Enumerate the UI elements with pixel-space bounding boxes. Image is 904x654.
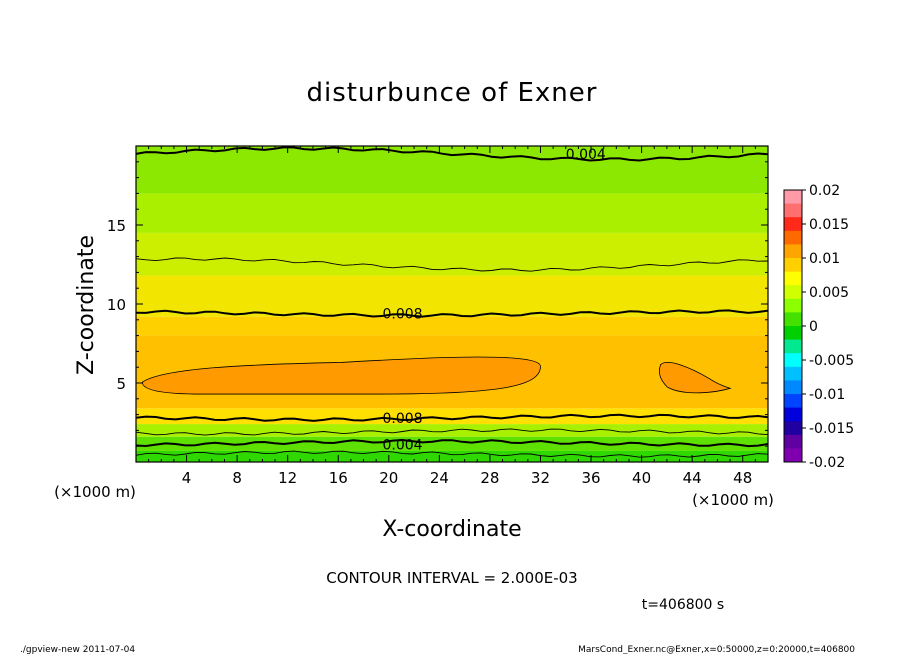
contour-label-2: 0.008 [382,411,422,427]
y-axis-title: Z-coordinate [74,235,99,375]
colorbar-band-17 [784,421,802,436]
contour-line-6 [135,450,769,458]
x-tick-label: 24 [430,469,449,487]
colorbar-band-3 [784,230,802,245]
time-text: t=406800 s [642,597,724,613]
colorbar-band-6 [784,271,802,286]
colorbar-band-4 [784,244,802,259]
field-band-6 [136,275,768,317]
colorbar-label: -0.02 [809,455,845,471]
x-unit-right: (×1000 m) [692,491,774,509]
x-tick-label: 12 [278,469,297,487]
contour-line-1 [135,257,769,272]
chart-title: disturbunce of Exner [307,78,598,108]
field-band-1 [136,436,768,451]
x-tick-label: 16 [329,469,348,487]
colorbar-band-5 [784,258,802,273]
maximum-region-0 [141,356,541,395]
contour-interval-text: CONTOUR INTERVAL = 2.000E-03 [326,569,577,587]
colorbar-label: -0.005 [809,353,854,369]
maxima-regions [141,356,732,395]
x-tick-label: 36 [581,469,600,487]
colorbar-band-10 [784,326,802,341]
colorbar-band-19 [784,448,802,463]
contour-labels: 0.004 0.008 0.008 0.004 [382,147,606,454]
x-axis: 4 8 12 16 20 24 28 32 36 40 44 48 [148,146,756,487]
maximum-region-1 [659,362,732,394]
contour-label-0: 0.004 [566,147,606,163]
colorbar-band-9 [784,312,802,327]
contour-label-3: 0.004 [382,438,422,454]
colorbar-band-14 [784,380,802,395]
field-fill [136,146,768,462]
contour-line-2 [135,309,769,318]
footer-left: ./gpview-new 2011-07-04 [20,645,135,654]
contour-lines [135,146,769,458]
colorbar-label: 0.005 [809,285,849,301]
y-tick-label: 15 [107,217,126,235]
field-band-3 [136,408,768,425]
contour-line-3 [135,413,769,422]
colorbar-band-7 [784,285,802,300]
x-tick-label: 40 [632,469,651,487]
colorbar-band-2 [784,217,802,232]
x-unit-left: (×1000 m) [54,483,136,501]
x-axis-title: X-coordinate [382,517,521,542]
field-band-7 [136,232,768,276]
colorbar-label: 0 [809,319,818,335]
contour-label-1: 0.008 [382,306,422,322]
y-tick-label: 5 [116,375,126,393]
colorbar-band-16 [784,407,802,422]
x-tick-label: 48 [733,469,752,487]
colorbar-band-18 [784,434,802,449]
colorbar-label: 0.01 [809,251,840,267]
y-axis: 5 10 15 [107,161,768,447]
contour-line-4 [135,428,769,436]
y-tick-label: 10 [107,296,126,314]
colorbar-band-8 [784,298,802,313]
x-tick-label: 44 [683,469,702,487]
x-tick-label: 8 [232,469,242,487]
colorbar-label: -0.015 [809,421,854,437]
field-band-8 [136,193,768,233]
x-tick-label: 32 [531,469,550,487]
contour-line-0 [135,146,769,162]
x-tick-label: 4 [182,469,192,487]
colorbar-label: 0.015 [809,217,849,233]
colorbar-band-1 [784,203,802,218]
colorbar-label: -0.01 [809,387,845,403]
field-band-9 [136,146,768,194]
colorbar: 0.02 0.015 0.01 0.005 0 -0.005 -0.01 -0.015 -0.0… [783,183,854,471]
field-band-5 [136,316,768,336]
footer-right: MarsCond_Exner.nc@Exner,x=0:50000,z=0:20… [578,645,855,654]
x-tick-label: 28 [480,469,499,487]
colorbar-band-15 [784,394,802,409]
colorbar-band-13 [784,366,802,381]
colorbar-band-0 [784,190,802,205]
colorbar-band-12 [784,353,802,368]
contour-line-5 [135,438,769,448]
colorbar-label: 0.02 [809,183,840,199]
x-tick-label: 20 [379,469,398,487]
field-band-0 [136,450,768,462]
colorbar-band-11 [784,339,802,354]
